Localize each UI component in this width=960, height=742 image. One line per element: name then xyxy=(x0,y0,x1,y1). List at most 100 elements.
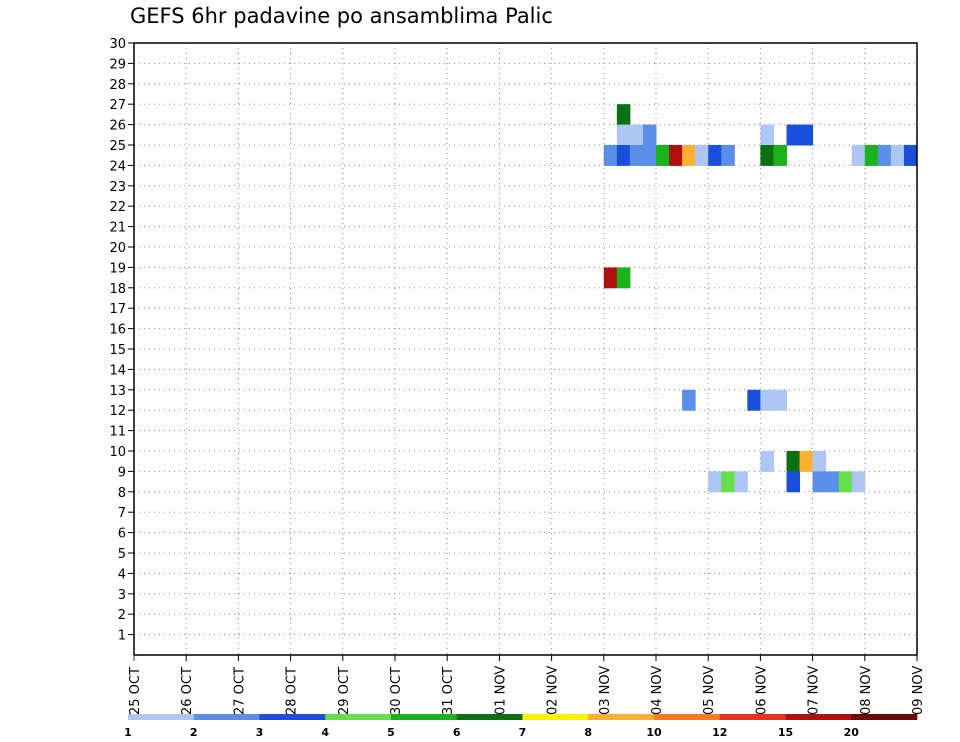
data-cell xyxy=(877,145,892,166)
x-tick-label: 05 NOV xyxy=(702,666,717,715)
data-cell xyxy=(629,145,644,166)
x-tick-label: 02 NOV xyxy=(546,666,561,715)
legend-label: 20 xyxy=(844,726,860,739)
data-cell xyxy=(812,451,827,472)
data-cell xyxy=(903,145,918,166)
x-tick-label: 27 OCT xyxy=(232,667,247,715)
data-cell xyxy=(656,145,670,166)
y-tick-label: 19 xyxy=(109,261,126,276)
y-tick-label: 1 xyxy=(118,629,126,644)
legend-label: 8 xyxy=(584,726,592,739)
legend-label: 1 xyxy=(124,726,132,739)
data-cell xyxy=(760,145,774,166)
legend-label: 15 xyxy=(778,726,793,739)
y-tick-label: 21 xyxy=(109,221,126,236)
x-tick-label: 28 OCT xyxy=(285,667,300,715)
data-cell xyxy=(708,145,722,166)
x-axis: 25 OCT 26 OCT 27 OCT 28 OCT 29 OCT 30 OCT 31 O… xyxy=(128,655,926,715)
data-cell xyxy=(747,389,761,411)
data-cell xyxy=(682,389,696,411)
data-cell xyxy=(642,145,657,166)
legend-label: 3 xyxy=(256,726,264,739)
legend-swatch xyxy=(193,714,260,720)
legend-swatch xyxy=(391,714,458,720)
y-tick-label: 17 xyxy=(109,302,126,317)
data-cell xyxy=(773,389,787,411)
data-cell xyxy=(799,124,814,146)
x-tick-label: 29 OCT xyxy=(337,667,352,715)
data-cell xyxy=(721,145,735,166)
y-tick-label: 20 xyxy=(109,241,126,256)
y-tick-label: 27 xyxy=(109,98,126,113)
legend-swatch xyxy=(456,714,523,720)
data-cell xyxy=(864,145,879,166)
x-tick-label: 31 OCT xyxy=(441,667,456,715)
x-tick-label: 30 OCT xyxy=(389,667,404,715)
data-cell xyxy=(825,471,840,493)
legend-label: 2 xyxy=(190,726,198,739)
y-tick-label: 10 xyxy=(109,445,126,460)
data-cell xyxy=(616,145,631,166)
data-cell xyxy=(890,145,905,166)
x-tick-label: 01 NOV xyxy=(493,666,508,715)
y-tick-label: 26 xyxy=(109,119,126,134)
x-tick-label: 26 OCT xyxy=(180,667,195,715)
y-tick-label: 4 xyxy=(118,567,126,582)
y-tick-label: 24 xyxy=(109,159,126,174)
data-cell xyxy=(851,471,866,493)
data-cells xyxy=(603,104,918,493)
y-tick-label: 5 xyxy=(118,547,126,562)
y-tick-label: 13 xyxy=(109,384,126,399)
data-cell xyxy=(629,124,644,146)
data-cell xyxy=(760,451,774,472)
data-cell xyxy=(812,471,827,493)
data-cell xyxy=(851,145,866,166)
legend-swatch xyxy=(588,714,655,720)
legend-swatch xyxy=(259,714,326,720)
data-cell xyxy=(616,267,631,289)
legend-swatch xyxy=(654,714,721,720)
legend-swatch xyxy=(128,714,195,720)
y-tick-label: 28 xyxy=(109,78,126,93)
y-tick-label: 23 xyxy=(109,180,126,195)
y-axis: 1234567891011121314151617181920212223242… xyxy=(109,37,134,644)
y-tick-label: 14 xyxy=(109,363,126,378)
x-tick-label: 08 NOV xyxy=(859,666,874,715)
data-cell xyxy=(616,104,631,126)
data-cell xyxy=(734,471,748,493)
y-tick-label: 18 xyxy=(109,282,126,297)
x-tick-label: 25 OCT xyxy=(128,667,143,715)
chart-title: GEFS 6hr padavine po ansamblima Palic xyxy=(130,4,553,28)
x-tick-label: 09 NOV xyxy=(911,666,926,715)
data-cell xyxy=(616,124,631,146)
y-tick-label: 12 xyxy=(109,404,126,419)
legend-swatch xyxy=(785,714,852,720)
legend-label: 6 xyxy=(453,726,461,739)
y-tick-label: 29 xyxy=(109,57,126,72)
legend-label: 12 xyxy=(712,726,727,739)
y-tick-label: 30 xyxy=(109,37,126,52)
data-cell xyxy=(721,471,735,493)
y-tick-label: 25 xyxy=(109,139,126,154)
legend-label: 4 xyxy=(321,726,329,739)
data-cell xyxy=(799,451,814,472)
y-tick-label: 8 xyxy=(118,486,126,501)
y-tick-label: 7 xyxy=(118,506,126,521)
colorbar-legend: 1 2 3 4 5 6 7 8 10 12 15 20 xyxy=(124,714,918,739)
x-tick-label: 03 NOV xyxy=(598,666,613,715)
y-tick-label: 16 xyxy=(109,323,126,338)
legend-swatch xyxy=(851,714,918,720)
data-cell xyxy=(603,145,618,166)
legend-swatch xyxy=(719,714,786,720)
data-cell xyxy=(708,471,722,493)
x-tick-label: 04 NOV xyxy=(650,666,665,715)
legend-label: 10 xyxy=(646,726,662,739)
x-tick-label: 06 NOV xyxy=(754,666,769,715)
y-tick-label: 15 xyxy=(109,343,126,358)
legend-label: 7 xyxy=(519,726,527,739)
data-cell xyxy=(760,389,774,411)
data-cell xyxy=(786,124,801,146)
data-cell xyxy=(603,267,618,289)
y-tick-label: 22 xyxy=(109,200,126,215)
